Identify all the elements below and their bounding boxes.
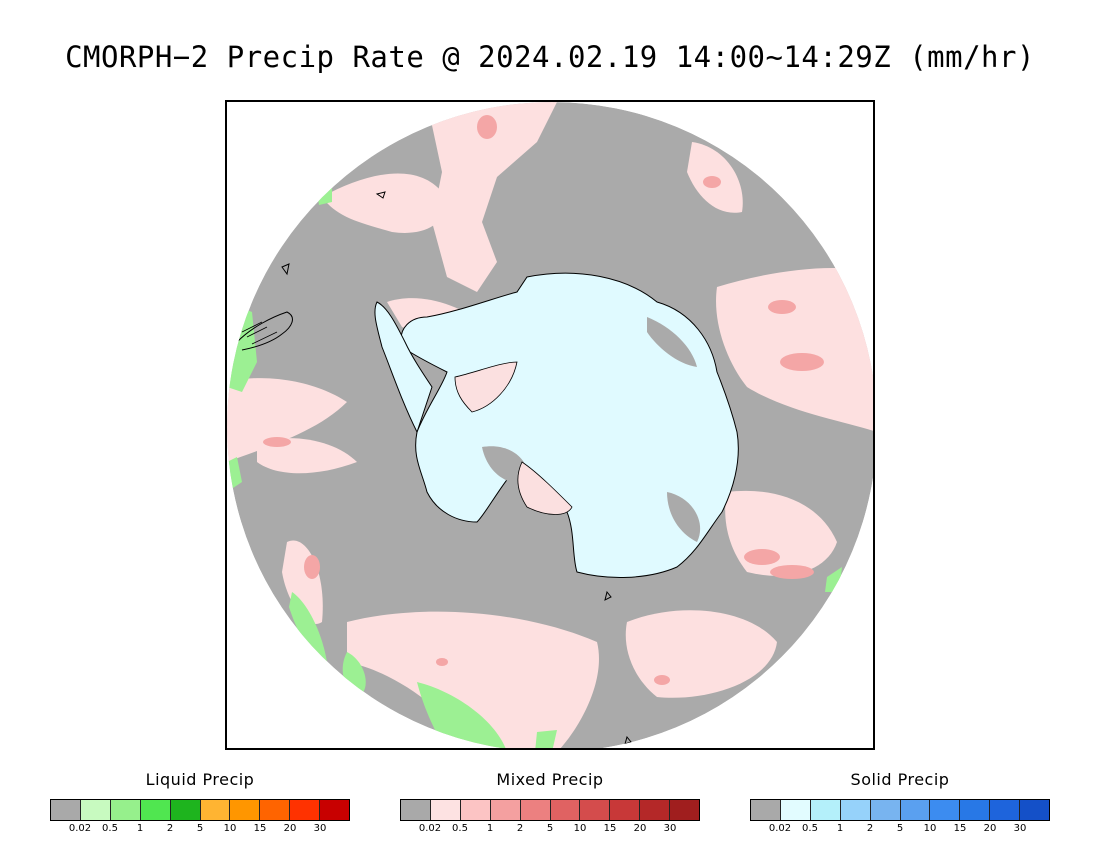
ice-region-mixed-precip — [482, 317, 701, 542]
legend-swatch — [140, 800, 171, 820]
legend-swatch — [260, 800, 291, 820]
legend-swatch — [840, 800, 871, 820]
legend-swatch — [230, 800, 261, 820]
legend-colorbar — [400, 799, 700, 821]
south-america-coast — [236, 311, 293, 351]
legend-swatch — [51, 800, 81, 820]
legend-tick-label: 15 — [603, 823, 617, 834]
legend-swatch — [810, 800, 841, 820]
legend-swatch — [751, 800, 781, 820]
legend-ticks: 0.02 0.5 1 2 5 10 15 20 30 — [50, 823, 350, 837]
legend-tick-label: 10 — [573, 823, 587, 834]
legend-swatch — [960, 800, 991, 820]
legend-tick-label: 10 — [923, 823, 937, 834]
legend-tick-label: 2 — [516, 823, 524, 834]
legend-tick-label: 30 — [313, 823, 327, 834]
legend-swatch — [170, 800, 201, 820]
legend-swatch — [990, 800, 1021, 820]
legend-tick-label: 30 — [1013, 823, 1027, 834]
legend-tick-label: 5 — [896, 823, 904, 834]
legend-solid-precip: Solid Precip 0.02 0.5 1 2 5 10 15 20 30 — [750, 770, 1050, 837]
weddell-shelf — [454, 361, 518, 413]
legend-title: Mixed Precip — [496, 770, 604, 789]
legend-tick-label: 10 — [223, 823, 237, 834]
legend-swatch — [401, 800, 431, 820]
legend-tick-label: 0.02 — [418, 823, 442, 834]
legend-swatch — [430, 800, 461, 820]
legend-ticks: 0.02 0.5 1 2 5 10 15 20 30 — [750, 823, 1050, 837]
legend-title: Liquid Precip — [145, 770, 255, 789]
legend-tick-label: 0.5 — [102, 823, 118, 834]
antarctic-peninsula — [374, 301, 433, 434]
legend-tick-label: 20 — [283, 823, 297, 834]
legend-tick-label: 0.02 — [68, 823, 92, 834]
legend-swatch — [670, 800, 700, 820]
legend-tick-label: 20 — [983, 823, 997, 834]
polar-map-svg — [227, 102, 873, 748]
legend-tick-label: 15 — [253, 823, 267, 834]
legend-swatch — [110, 800, 141, 820]
legend-tick-label: 2 — [866, 823, 874, 834]
legend-swatch — [520, 800, 551, 820]
legend-swatch — [1020, 800, 1050, 820]
legend-tick-label: 0.5 — [802, 823, 818, 834]
legend-ticks: 0.02 0.5 1 2 5 10 15 20 30 — [400, 823, 700, 837]
legend-swatch — [610, 800, 641, 820]
legend-colorbar — [750, 799, 1050, 821]
legend-tick-label: 1 — [486, 823, 494, 834]
legend-mixed-precip: Mixed Precip 0.02 0.5 1 2 5 10 15 20 30 — [400, 770, 700, 837]
legend-tick-label: 1 — [836, 823, 844, 834]
legend-swatch — [550, 800, 581, 820]
legend-swatch — [200, 800, 231, 820]
legend-tick-label: 20 — [633, 823, 647, 834]
legend-swatch — [870, 800, 901, 820]
legend-tick-label: 30 — [663, 823, 677, 834]
legend-tick-label: 5 — [546, 823, 554, 834]
legend-tick-label: 2 — [166, 823, 174, 834]
legend-swatch — [930, 800, 961, 820]
legend-tick-label: 15 — [953, 823, 967, 834]
legend-swatch — [80, 800, 111, 820]
mixed-precip-moderate-areas — [263, 115, 824, 685]
legend-swatch — [900, 800, 931, 820]
ross-ice-shelf — [517, 461, 573, 515]
legend-swatch — [780, 800, 811, 820]
precip-map — [225, 100, 875, 750]
legend-swatch — [640, 800, 671, 820]
legend-swatch — [490, 800, 521, 820]
legend-title: Solid Precip — [850, 770, 950, 789]
map-title: CMORPH−2 Precip Rate @ 2024.02.19 14:00~… — [65, 40, 1035, 74]
legend-tick-label: 5 — [196, 823, 204, 834]
legend-swatch — [580, 800, 611, 820]
legend-colorbar — [50, 799, 350, 821]
legend-liquid-precip: Liquid Precip 0.02 0.5 1 2 5 10 15 20 30 — [50, 770, 350, 837]
legend-swatch — [290, 800, 321, 820]
legend-tick-label: 0.5 — [452, 823, 468, 834]
legend-tick-label: 1 — [136, 823, 144, 834]
legend-swatch — [460, 800, 491, 820]
legend-tick-label: 0.02 — [768, 823, 792, 834]
legend-swatch — [320, 800, 350, 820]
